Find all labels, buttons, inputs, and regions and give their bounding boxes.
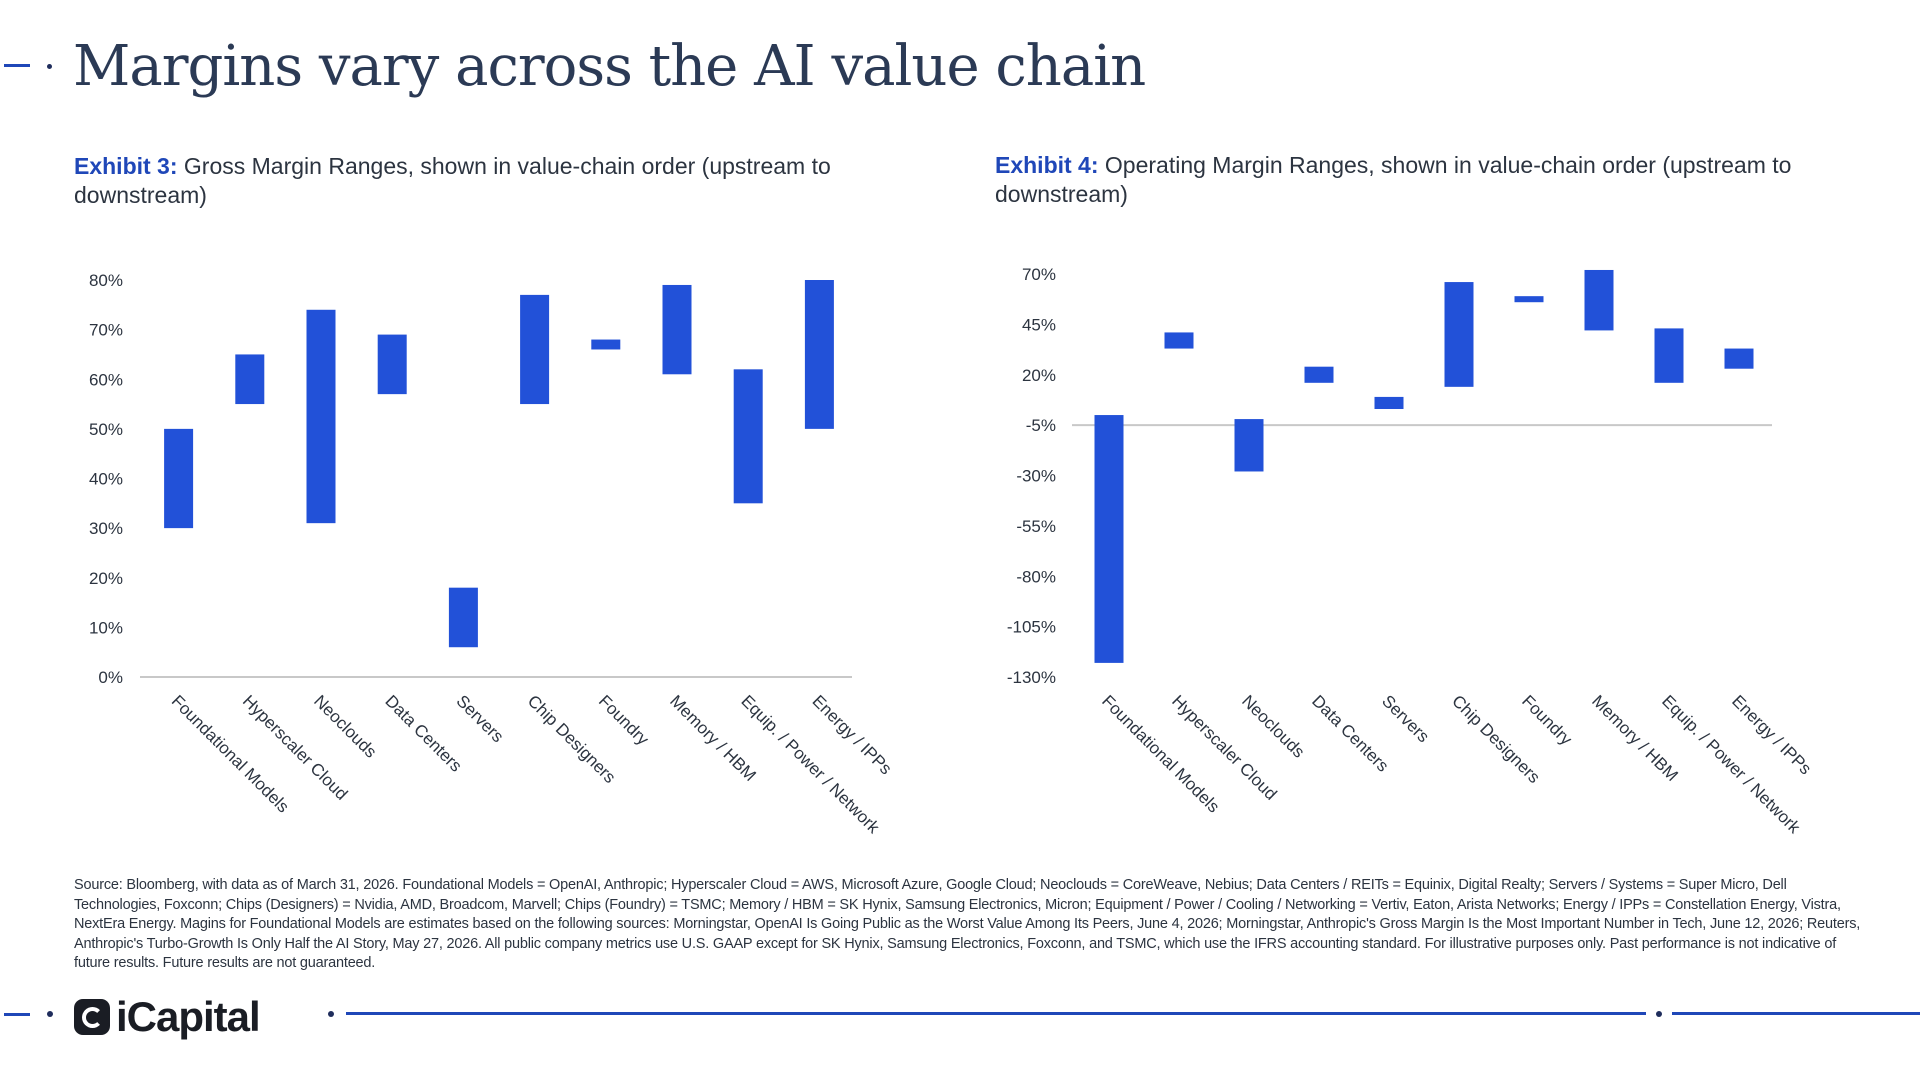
footer-accent-dash [4, 1013, 30, 1016]
category-label: Foundry [1518, 691, 1576, 749]
range-bar [1584, 269, 1614, 331]
y-tick-label: 80% [89, 271, 123, 290]
y-tick-label: -105% [1007, 618, 1056, 637]
y-tick-label: 70% [1022, 265, 1056, 284]
range-bar [662, 284, 692, 375]
page-title: Margins vary across the AI value chain [73, 34, 1146, 99]
y-tick-label: -80% [1016, 567, 1056, 586]
range-bar [1234, 419, 1264, 472]
range-bar [377, 334, 407, 395]
range-bar [1654, 328, 1684, 383]
range-bar [520, 294, 550, 405]
y-tick-label: -55% [1016, 517, 1056, 536]
range-bar [1164, 332, 1194, 349]
exhibit-3-label: Exhibit 3: [74, 153, 178, 179]
category-label: Neoclouds [1238, 691, 1308, 761]
range-bar [804, 280, 834, 429]
source-note: Source: Bloomberg, with data as of March… [74, 877, 1861, 971]
y-tick-label: 40% [89, 470, 123, 489]
range-bar [1514, 296, 1544, 303]
y-tick-label: -30% [1016, 467, 1056, 486]
footer-accent-dot [47, 1011, 53, 1017]
y-tick-label: 45% [1022, 315, 1056, 334]
y-tick-label: 70% [89, 321, 123, 340]
y-tick-label: 20% [89, 569, 123, 588]
y-tick-label: -130% [1007, 668, 1056, 687]
range-bar [1094, 415, 1124, 663]
range-bar [306, 309, 336, 524]
range-bar [1374, 396, 1404, 410]
y-tick-label: 60% [89, 370, 123, 389]
exhibit-4-title: Exhibit 4: Operating Margin Ranges, show… [995, 151, 1815, 209]
range-bar [235, 354, 265, 405]
title-accent-dash [4, 64, 30, 67]
category-label: Servers [1378, 691, 1433, 746]
y-tick-label: 0% [98, 668, 123, 687]
exhibit-4-title-text: Operating Margin Ranges, shown in value-… [995, 152, 1792, 207]
gross-margin-chart: 0%10%20%30%40%50%60%70%80%Foundational M… [89, 271, 896, 837]
footer-dot-right [1656, 1011, 1662, 1017]
exhibit-3-title: Exhibit 3: Gross Margin Ranges, shown in… [74, 152, 894, 210]
operating-margin-chart: -130% -105% -80% -55% -30% -5% 20% 45% 70% Founda… [1007, 265, 1815, 837]
range-bar [1724, 348, 1754, 369]
logo-text: iCapital [116, 993, 261, 1040]
range-bar [1444, 282, 1474, 387]
title-accent-dot [47, 64, 52, 69]
y-tick-label: 30% [89, 519, 123, 538]
range-bar [164, 428, 194, 529]
y-tick-label: 20% [1022, 366, 1056, 385]
range-bar [733, 369, 763, 504]
y-tick-label: 10% [89, 618, 123, 637]
category-label: Equip. / Power / Network [1658, 691, 1804, 837]
footer-rule-end [1672, 1012, 1920, 1015]
icapital-logo: iCapital [74, 992, 261, 1042]
icapital-logo-icon [74, 999, 110, 1035]
category-label: Foundational Models [1098, 691, 1223, 816]
footer-rule [346, 1012, 1646, 1015]
range-bar [1304, 366, 1334, 383]
footer-dot-left [328, 1011, 334, 1017]
exhibit-4-label: Exhibit 4: [995, 152, 1099, 178]
range-bar [591, 339, 621, 350]
y-tick-label: 50% [89, 420, 123, 439]
range-bar [448, 587, 478, 648]
exhibit-3-title-text: Gross Margin Ranges, shown in value-chai… [74, 153, 831, 208]
y-tick-label: -5% [1026, 416, 1056, 435]
